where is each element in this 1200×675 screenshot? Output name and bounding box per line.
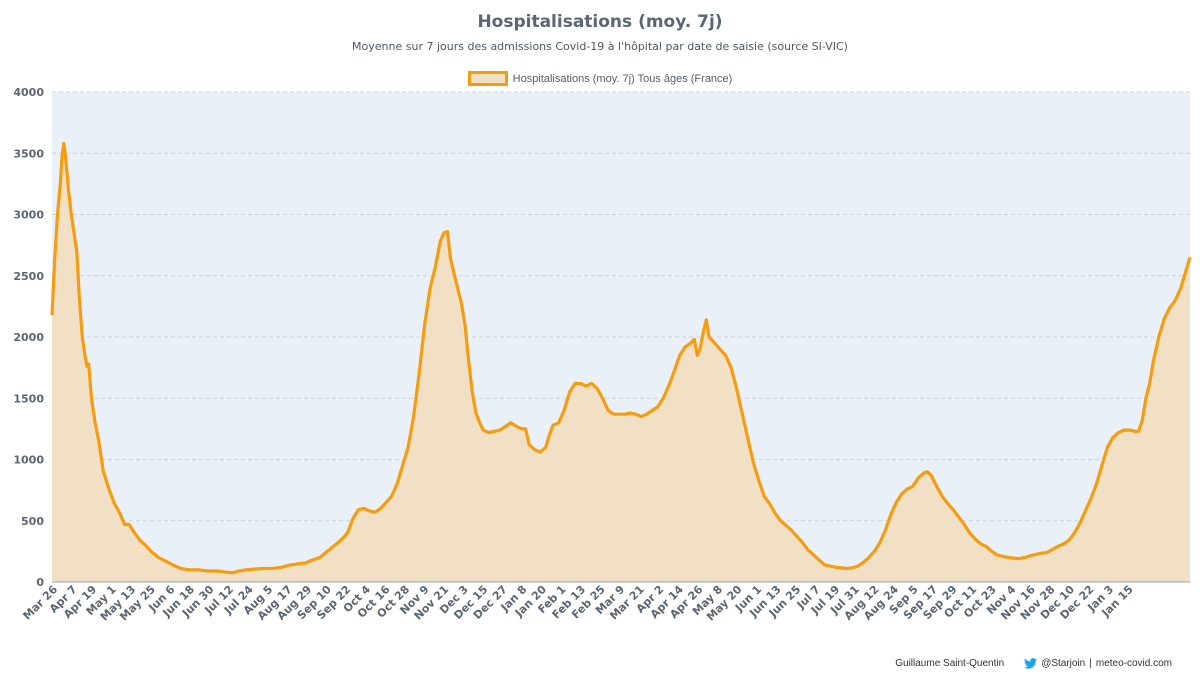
author-credit: Guillaume Saint-Quentin bbox=[895, 658, 1005, 669]
twitter-bird-icon bbox=[1024, 658, 1038, 669]
chart-title: Hospitalisations (moy. 7j) bbox=[477, 12, 723, 32]
y-tick-label: 1500 bbox=[13, 392, 44, 405]
y-tick-label: 3000 bbox=[13, 209, 44, 222]
series-area bbox=[52, 143, 1190, 582]
legend-label: Hospitalisations (moy. 7j) Tous âges (Fr… bbox=[512, 72, 733, 85]
series-layer bbox=[50, 141, 1192, 582]
chart-subtitle: Moyenne sur 7 jours des admissions Covid… bbox=[352, 40, 848, 53]
y-tick-label: 2000 bbox=[13, 331, 44, 344]
twitter-handle[interactable]: @Starjoin bbox=[1041, 658, 1086, 669]
footer: Guillaume Saint-Quentin @Starjoin | mete… bbox=[895, 658, 1172, 669]
legend-swatch bbox=[467, 71, 508, 86]
series-line bbox=[50, 141, 1192, 575]
y-tick-label: 2500 bbox=[13, 270, 44, 283]
y-tick-label: 4000 bbox=[13, 86, 44, 99]
footer-separator: | bbox=[1089, 658, 1092, 669]
y-tick-label: 0 bbox=[36, 576, 44, 589]
y-tick-label: 3500 bbox=[13, 147, 44, 160]
y-tick-label: 500 bbox=[21, 515, 44, 528]
legend[interactable]: Hospitalisations (moy. 7j) Tous âges (Fr… bbox=[0, 71, 1200, 86]
y-tick-label: 1000 bbox=[13, 454, 44, 467]
site-link[interactable]: meteo-covid.com bbox=[1095, 658, 1172, 669]
y-tick-layer: 0 500 1000 1500 2000 2500 3000 3500 4000 bbox=[13, 86, 44, 589]
